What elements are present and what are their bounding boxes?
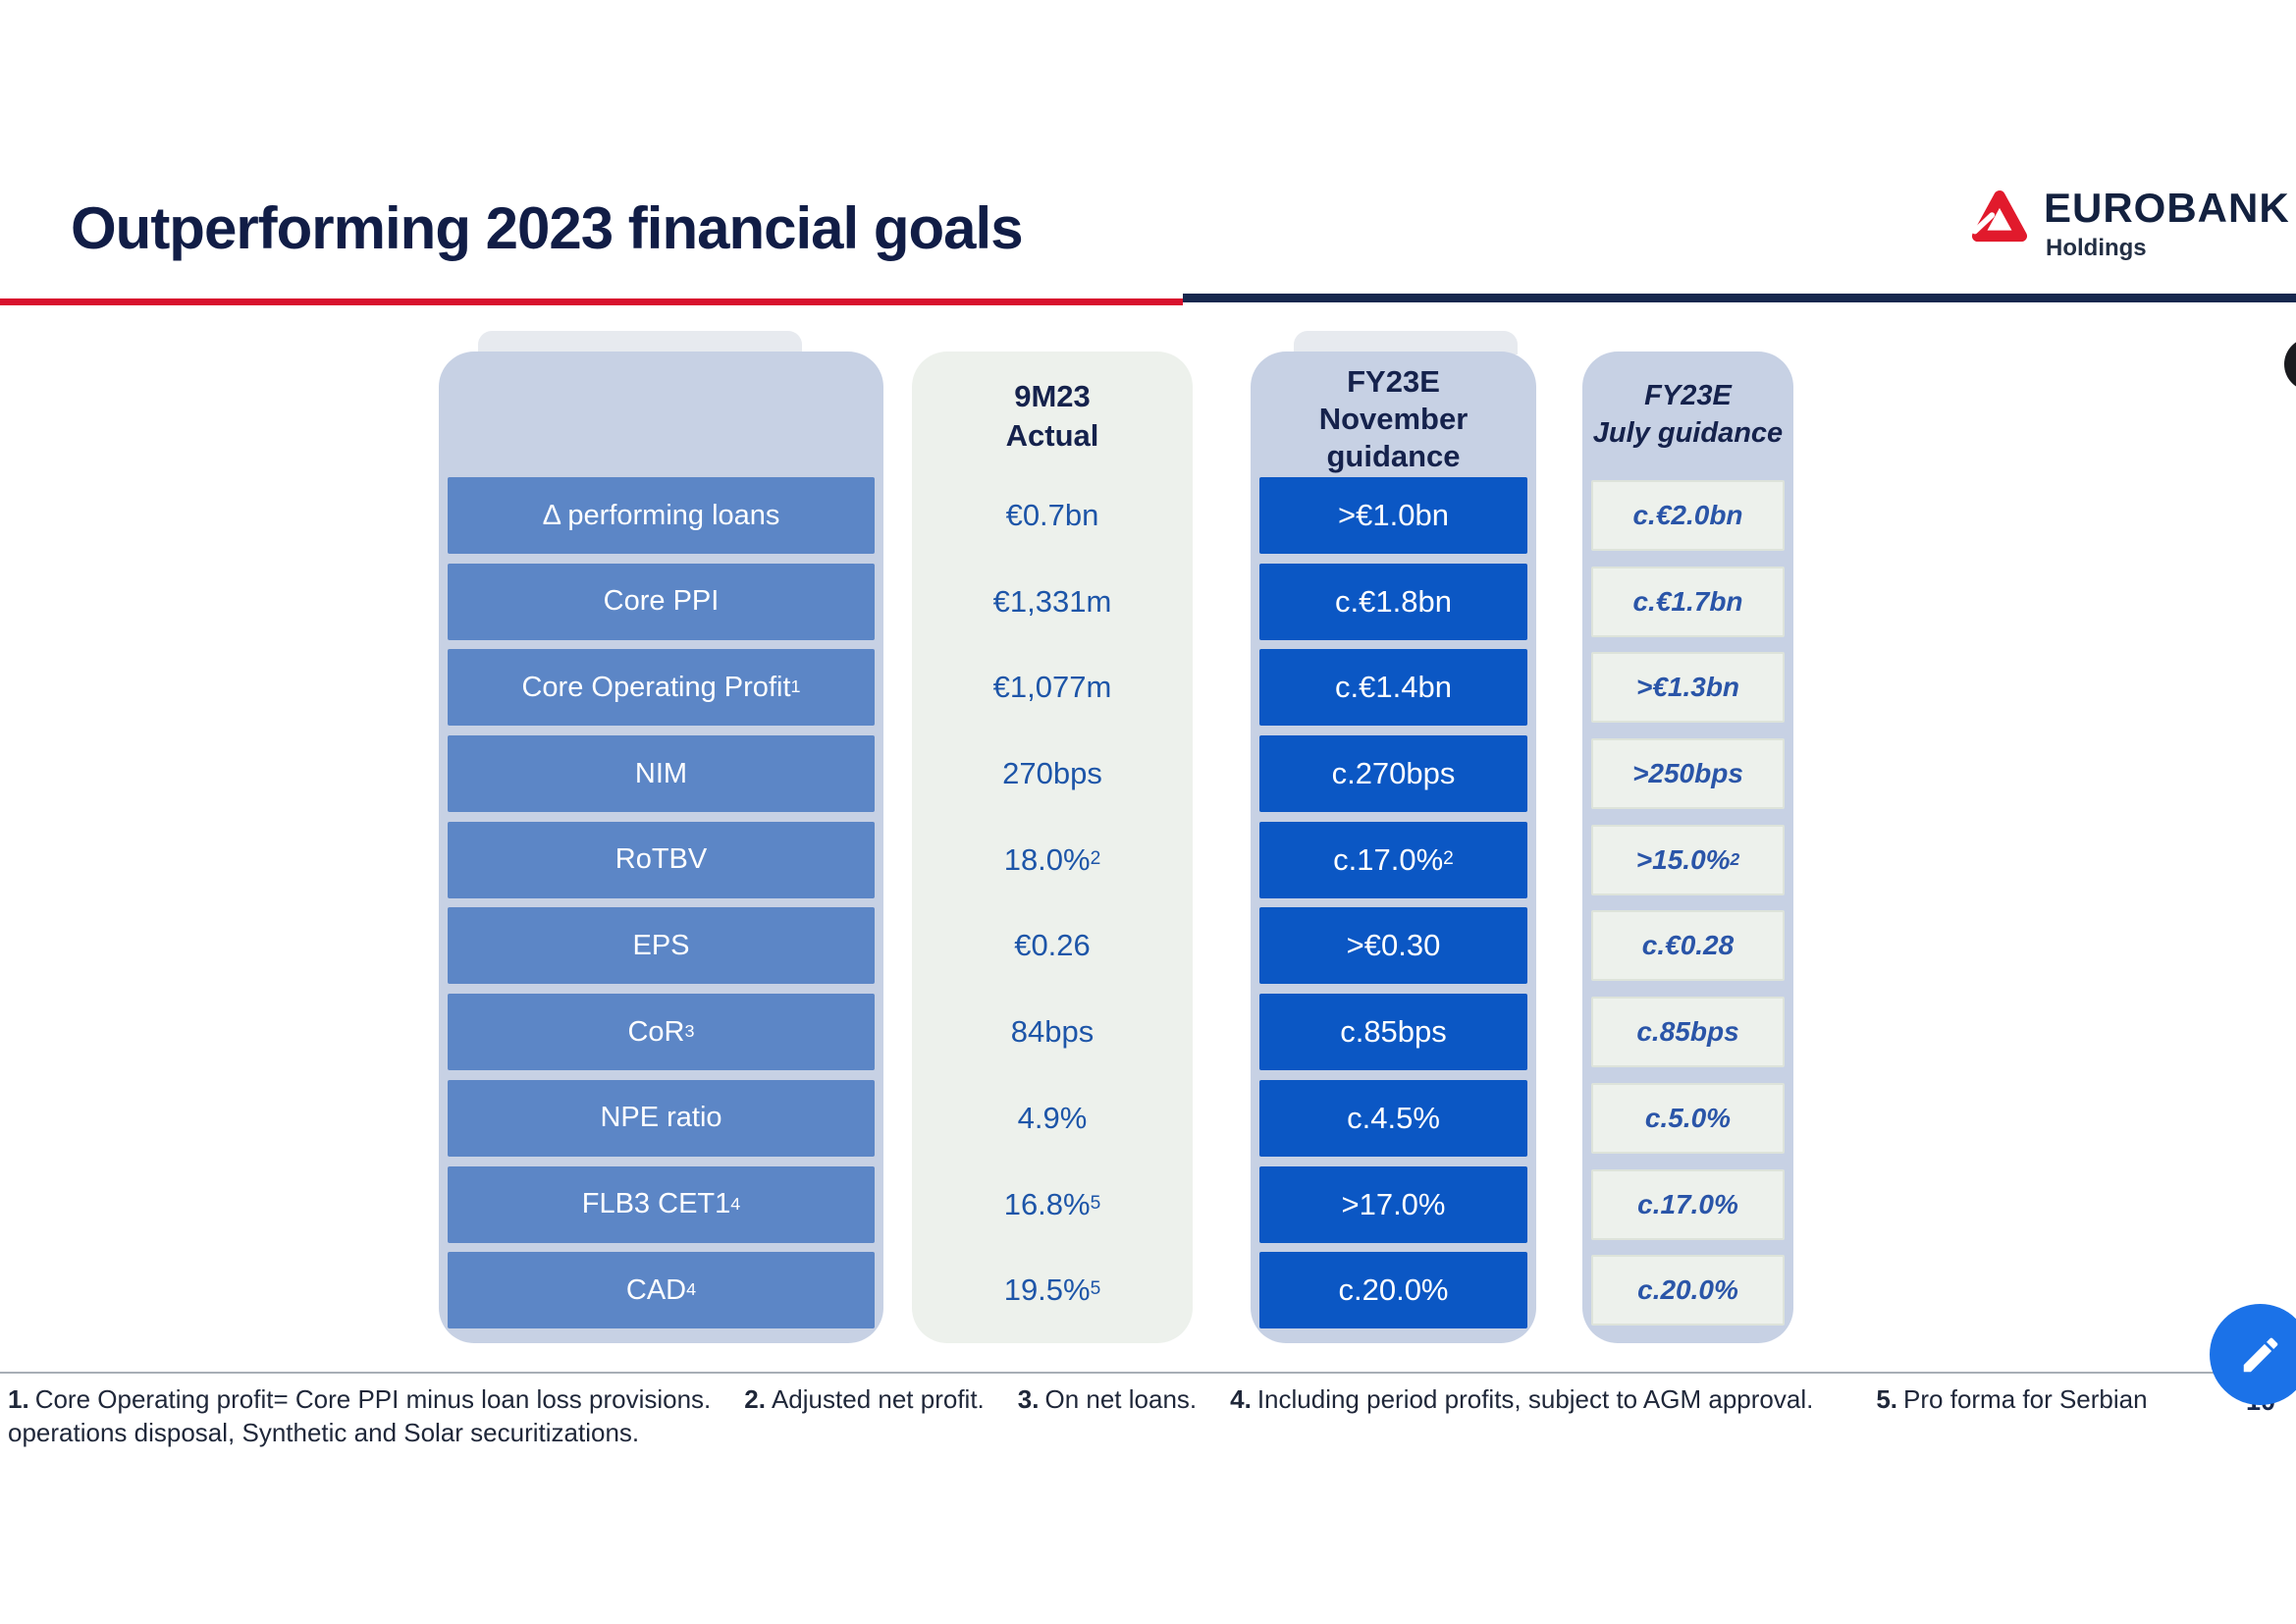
metric-label: NPE ratio <box>448 1079 875 1157</box>
column-header-july-guidance: FY23E July guidance <box>1582 352 1793 503</box>
logo-subtitle: Holdings <box>2046 235 2147 261</box>
actual-value: 270bps <box>1002 756 1102 791</box>
column-fy23e-july-guidance: FY23E July guidance c.€2.0bn c.€1.7bn >€1.3… <box>1582 352 1793 1343</box>
logo-brand-name: EUROBANK <box>2044 185 2290 231</box>
column-header-line: 9M23 <box>1014 379 1091 413</box>
footnotes: 1. Core Operating profit= Core PPI minus … <box>8 1384 2197 1448</box>
july-guidance-value: c.5.0% <box>1591 1082 1785 1154</box>
actual-value: €1,077m <box>992 670 1112 705</box>
eurobank-logo-icon <box>1971 189 2028 246</box>
footnote-number: 3. <box>1017 1384 1040 1414</box>
metric-column-header <box>439 352 883 477</box>
july-guidance-value: c.€2.0bn <box>1591 480 1785 551</box>
july-guidance-value: c.17.0% <box>1591 1168 1785 1240</box>
column-header-line: Actual <box>1005 418 1099 453</box>
footnote-line-2: operations disposal, Synthetic and Solar… <box>8 1418 640 1447</box>
actual-value: 4.9% <box>1017 1100 1088 1135</box>
column-header-line: guidance <box>1326 439 1461 473</box>
november-guidance-value: >€1.0bn <box>1259 477 1527 554</box>
column-9m23-actual: 9M23 Actual €0.7bn €1,331m €1,077m 270bps 18.… <box>912 352 1193 1343</box>
metric-label: Δ performing loans <box>448 477 875 554</box>
november-guidance-value: c.85bps <box>1259 994 1527 1071</box>
logo-text: EUROBANK Holdings <box>2044 188 2290 262</box>
actual-value: 84bps <box>1010 1014 1095 1050</box>
footnote-number: 1. <box>8 1384 29 1414</box>
november-guidance-value: c.20.0% <box>1259 1252 1527 1329</box>
footnote-number: 2. <box>744 1384 766 1414</box>
november-guidance-rows: >€1.0bn c.€1.8bn c.€1.4bn c.270bps c.17.0% 2 >… <box>1259 477 1527 1329</box>
footnote-item: 5. Pro forma for Serbian <box>1876 1384 2148 1414</box>
actual-value: €0.7bn <box>1005 498 1099 532</box>
july-guidance-value: >15.0% 2 <box>1591 824 1785 895</box>
july-guidance-value: >€1.3bn <box>1591 652 1785 724</box>
july-guidance-value: c.20.0% <box>1591 1255 1785 1326</box>
november-guidance-value: c.4.5% <box>1259 1079 1527 1157</box>
july-guidance-value: c.€0.28 <box>1591 910 1785 982</box>
metric-label: NIM <box>448 735 875 813</box>
actual-value: 19.5% 5 <box>1003 1272 1101 1308</box>
actual-value: €1,331m <box>992 583 1112 619</box>
november-guidance-value: c.€1.8bn <box>1259 563 1527 640</box>
metric-label: Core PPI <box>448 563 875 640</box>
pencil-icon <box>2238 1332 2283 1378</box>
column-header-line: July guidance <box>1592 417 1784 449</box>
metric-label: CAD 4 <box>448 1252 875 1329</box>
column-metric-labels: Δ performing loans Core PPI Core Operating… <box>439 352 883 1343</box>
column-shadow-strip <box>1294 331 1518 354</box>
title-underline-navy <box>1183 294 2296 302</box>
footnote-line-1: 1. Core Operating profit= Core PPI minus … <box>8 1384 2197 1415</box>
footnote-item: 1. Core Operating profit= Core PPI minus … <box>8 1384 712 1414</box>
november-guidance-value: c.€1.4bn <box>1259 649 1527 727</box>
column-shadow-strip <box>478 331 802 354</box>
metric-label: RoTBV <box>448 821 875 898</box>
column-header-line: FY23E <box>1347 364 1440 399</box>
footnote-item: 4. Including period profits, subject to A… <box>1230 1384 1814 1414</box>
november-guidance-value: >17.0% <box>1259 1165 1527 1243</box>
actual-value: 16.8% 5 <box>1003 1186 1101 1221</box>
page-title: Outperforming 2023 financial goals <box>71 195 1024 261</box>
july-guidance-value: c.85bps <box>1591 997 1785 1068</box>
column-fy23e-november-guidance: FY23E November guidance >€1.0bn c.€1.8bn c.€… <box>1251 352 1536 1343</box>
footnote-number: 5. <box>1876 1384 1898 1414</box>
edge-circle-button[interactable] <box>2284 338 2296 391</box>
actual-value: €0.26 <box>1014 928 1091 963</box>
july-guidance-value: >250bps <box>1591 738 1785 810</box>
november-guidance-value: >€0.30 <box>1259 907 1527 985</box>
actual-value: 18.0% 2 <box>1003 841 1101 877</box>
metric-label-rows: Δ performing loans Core PPI Core Operating… <box>448 477 875 1329</box>
july-guidance-rows: c.€2.0bn c.€1.7bn >€1.3bn >250bps >15.0% 2 c.€… <box>1591 480 1785 1326</box>
column-header-9m23-actual: 9M23 Actual <box>912 352 1193 503</box>
eurobank-logo: EUROBANK Holdings <box>1971 188 2290 262</box>
metric-label: FLB3 CET1 4 <box>448 1165 875 1243</box>
column-header-november-guidance: FY23E November guidance <box>1251 352 1536 489</box>
november-guidance-value: c.270bps <box>1259 735 1527 813</box>
metric-label: CoR 3 <box>448 994 875 1071</box>
footer-divider <box>0 1372 2296 1374</box>
november-guidance-value: c.17.0% 2 <box>1259 821 1527 898</box>
title-underline-red <box>0 298 1183 305</box>
july-guidance-value: c.€1.7bn <box>1591 566 1785 637</box>
footnote-item: 3. On net loans. <box>1017 1384 1198 1414</box>
actual-value-rows: €0.7bn €1,331m €1,077m 270bps 18.0% 2 €0.26 84b… <box>921 477 1184 1328</box>
metric-label: EPS <box>448 907 875 985</box>
column-header-line: November <box>1318 402 1468 436</box>
footnote-number: 4. <box>1230 1384 1252 1414</box>
footnote-item: 2. Adjusted net profit. <box>744 1384 985 1414</box>
edit-pencil-button[interactable] <box>2210 1304 2296 1405</box>
metric-label: Core Operating Profit 1 <box>448 649 875 727</box>
column-header-line: FY23E <box>1644 380 1732 411</box>
